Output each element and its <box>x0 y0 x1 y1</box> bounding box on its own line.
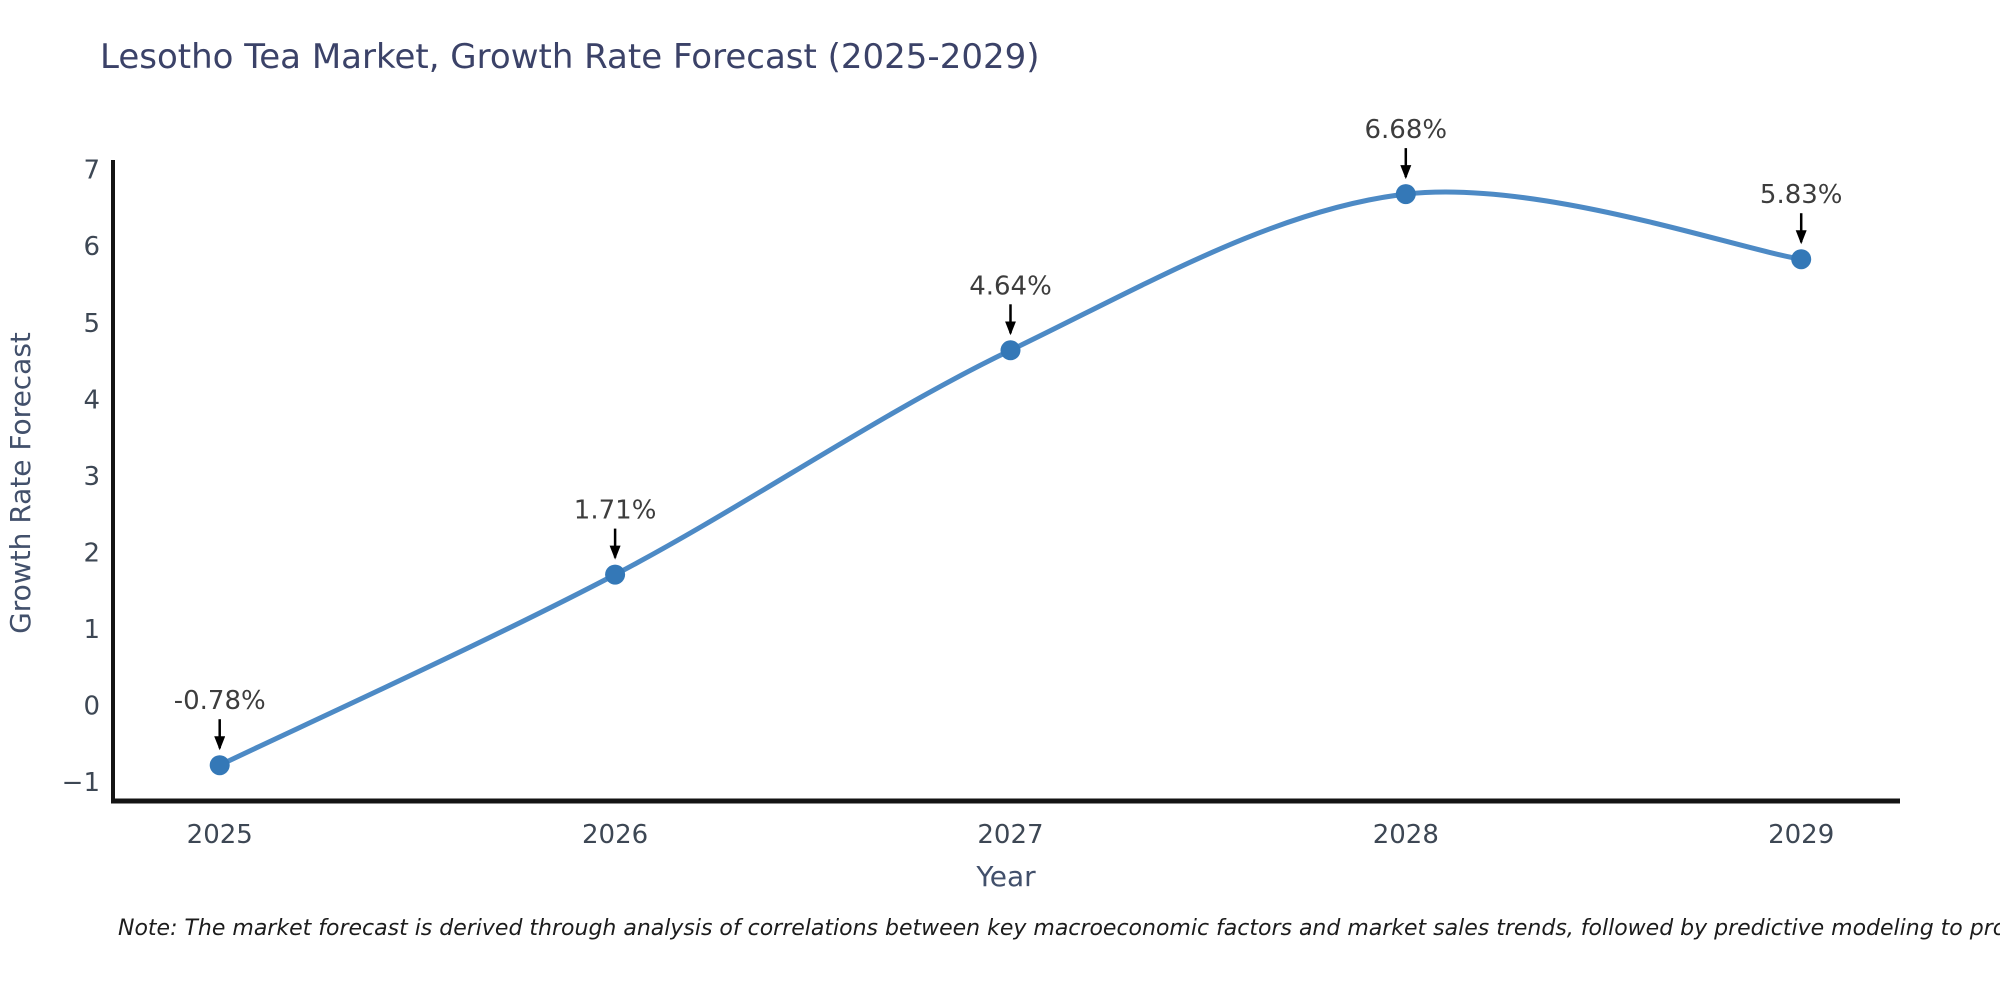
point-annotations: -0.78% 1.71% 4.64% 6.68% 5.83% <box>174 115 1843 751</box>
y-tick-label: 1 <box>83 615 100 645</box>
y-axis-title: Growth Rate Forecast <box>4 332 37 634</box>
annotation: 4.64% <box>969 271 1052 336</box>
data-point-marker <box>1000 340 1021 361</box>
y-tick-label: 0 <box>83 691 100 721</box>
x-axis-title: Year <box>975 860 1036 893</box>
chart-title: Lesotho Tea Market, Growth Rate Forecast… <box>100 37 1039 77</box>
x-tick-label: 2026 <box>582 820 648 850</box>
y-axis: 7 6 5 4 3 2 1 0 −1 Growth Rate Forecast <box>4 156 115 803</box>
data-point-marker <box>209 755 230 776</box>
y-tick-label: 6 <box>83 232 100 262</box>
x-axis: 2025 2026 2027 2028 2029 Year <box>111 798 1900 893</box>
footnote: Note: The market forecast is derived thr… <box>118 916 2000 941</box>
x-tick-label: 2028 <box>1373 820 1439 850</box>
data-point-marker <box>605 564 626 585</box>
annotation: -0.78% <box>174 686 266 751</box>
annotation-label: 5.83% <box>1760 180 1843 210</box>
data-point-marker <box>1791 249 1812 270</box>
y-tick-label: 5 <box>83 309 100 339</box>
data-series <box>209 184 1812 776</box>
y-tick-label: −1 <box>62 768 100 798</box>
y-axis-tick-labels: 7 6 5 4 3 2 1 0 −1 <box>62 156 100 798</box>
series-markers <box>209 184 1812 776</box>
data-point-marker <box>1395 184 1416 205</box>
annotation-label: 1.71% <box>574 496 657 526</box>
y-tick-label: 4 <box>83 385 100 415</box>
annotation: 1.71% <box>574 496 657 560</box>
annotation: 5.83% <box>1760 180 1843 245</box>
x-tick-label: 2027 <box>977 820 1043 850</box>
annotation-label: 6.68% <box>1364 115 1447 145</box>
x-axis-tick-labels: 2025 2026 2027 2028 2029 <box>187 820 1835 850</box>
x-tick-label: 2029 <box>1768 820 1834 850</box>
annotation-label: -0.78% <box>174 686 266 716</box>
annotation: 6.68% <box>1364 115 1447 180</box>
y-tick-label: 3 <box>83 462 100 492</box>
annotation-label: 4.64% <box>969 271 1052 301</box>
y-tick-label: 2 <box>83 538 100 568</box>
x-tick-label: 2025 <box>187 820 253 850</box>
y-tick-label: 7 <box>83 156 100 186</box>
